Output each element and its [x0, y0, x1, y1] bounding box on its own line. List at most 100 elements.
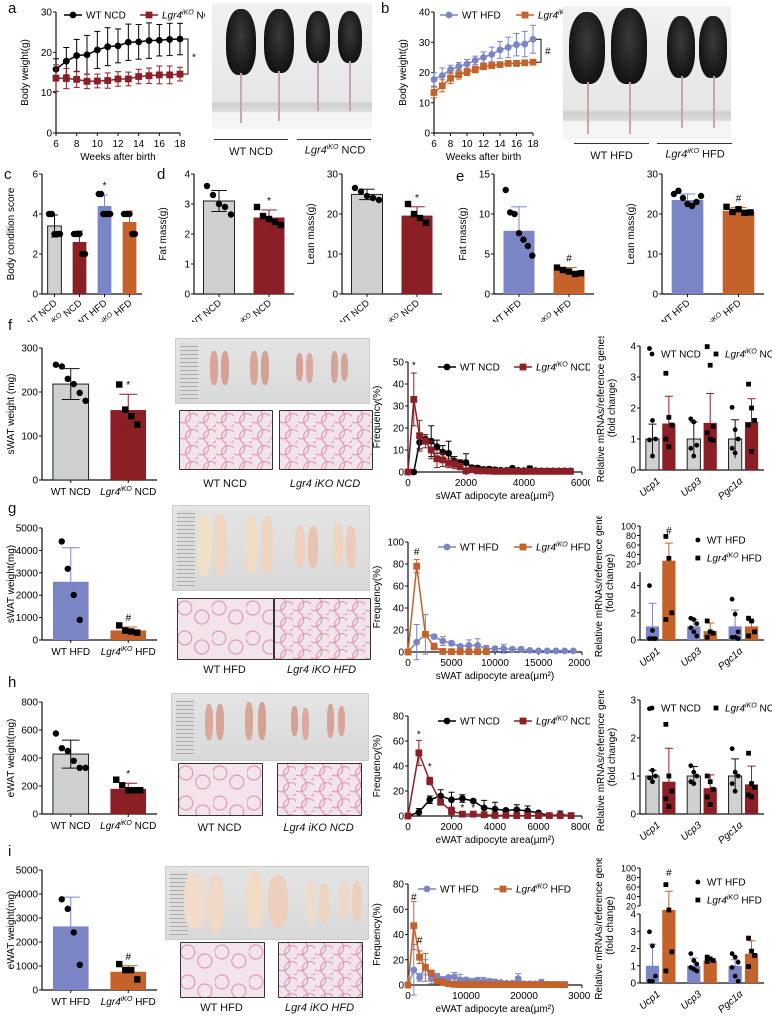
data-point	[58, 896, 65, 903]
data-point	[253, 203, 261, 211]
data-point	[735, 773, 741, 779]
mouse-ko-2	[338, 11, 362, 63]
mouse-tail	[587, 82, 589, 134]
y-tick-label: 40	[393, 380, 405, 391]
data-point	[491, 805, 499, 813]
data-point	[545, 812, 553, 820]
data-point	[732, 973, 738, 979]
y-tick-label: 2	[630, 734, 636, 745]
x-tick-label: Pgc1α	[716, 820, 745, 847]
data-point	[491, 811, 499, 819]
panel-label-b: b	[381, 0, 390, 17]
x-tick-label: 18	[174, 139, 186, 150]
data-point	[447, 66, 454, 73]
data-point	[116, 381, 123, 388]
data-point	[215, 200, 223, 208]
data-point	[128, 966, 135, 974]
data-point	[471, 66, 479, 73]
x-tick-label: Pgc1α	[716, 646, 745, 673]
y-tick-label: 0	[32, 810, 38, 821]
y-tick-label: 60	[626, 541, 636, 551]
mouse-wt-1	[569, 12, 605, 84]
data-point	[710, 630, 716, 636]
x-tick-label: Ucp3	[679, 989, 704, 1013]
histology-ewat-wt-ncd	[178, 763, 263, 816]
y-tick-label: 3000	[16, 568, 39, 579]
x-tick-label: Ucp1	[638, 820, 663, 843]
data-point	[357, 188, 365, 195]
significance-mark: #	[545, 47, 551, 58]
data-point	[691, 629, 697, 635]
data-point	[456, 463, 464, 470]
data-point	[451, 973, 458, 981]
y-tick-label: 80	[393, 560, 405, 571]
data-point	[663, 534, 669, 539]
chart-e-lean-mass: 0 10 20 30 Lean mass(g) WT HFD # Lgr4iKO HFD	[626, 170, 764, 322]
y-tick-label: 1	[184, 260, 190, 271]
data-point	[650, 978, 655, 984]
x-tick-label: 0	[405, 991, 411, 1002]
data-point	[567, 812, 575, 820]
x-tick-label: 20000	[510, 991, 538, 1002]
x-tick-label: WT NCD	[336, 298, 372, 322]
fat-pad	[213, 514, 227, 576]
data-point	[76, 616, 83, 624]
legend-marker	[713, 705, 719, 711]
data-point	[663, 968, 669, 974]
data-point	[58, 538, 65, 545]
significance-mark: #	[566, 254, 572, 265]
data-point	[104, 43, 112, 51]
y-tick-label: 10	[393, 446, 405, 457]
caption-b-wt: WT HFD	[574, 150, 649, 162]
data-point	[691, 617, 697, 622]
legend-marker	[521, 11, 529, 19]
y-axis-label: Relative mRNAs/reference genes	[594, 516, 605, 657]
x-tick-label: Lgr4iKO HFD	[101, 646, 156, 658]
data-point	[81, 250, 89, 258]
data-point	[663, 796, 669, 802]
data-point	[704, 634, 710, 640]
gene-superscript: iKO	[326, 144, 339, 151]
data-point	[666, 907, 672, 913]
series-line-1	[407, 399, 571, 473]
y-axis-label: Fat mass(g)	[158, 207, 169, 260]
data-point	[697, 192, 705, 200]
y-tick-label: 60	[393, 582, 405, 593]
data-point	[496, 61, 504, 69]
data-point	[277, 221, 285, 229]
data-point	[439, 648, 447, 655]
histology-ewat-ko-hfd	[278, 942, 363, 998]
y-tick-label: 40	[419, 8, 431, 19]
x-tick-label: Lgr4iKO NCD	[225, 297, 274, 322]
data-point	[415, 749, 423, 757]
data-point	[526, 981, 534, 989]
data-point	[445, 459, 452, 467]
x-tick-label: 6	[431, 139, 437, 150]
data-point	[482, 648, 490, 656]
gene-superscript: iKO	[687, 148, 700, 155]
significance-mark: #	[666, 868, 672, 879]
data-point	[688, 951, 694, 957]
data-point	[752, 418, 757, 423]
chart-g-swat-weight: 0 1000 2000 3000 4000 5000 sWAT weight(mg) WT H…	[6, 524, 157, 658]
data-point	[265, 215, 273, 223]
y-tick-label: 4	[32, 210, 38, 221]
data-point	[135, 73, 143, 80]
data-point	[704, 959, 710, 964]
data-point	[119, 782, 126, 789]
x-tick-label: 10	[461, 139, 473, 150]
mouse-tail	[681, 76, 683, 128]
data-point	[543, 467, 551, 475]
data-point	[710, 958, 716, 963]
significance-bracket	[536, 38, 542, 63]
legend-label: WT NCD	[460, 363, 500, 374]
x-tick-label: 10	[92, 139, 104, 150]
data-point	[549, 467, 557, 475]
legend-marker	[649, 705, 655, 711]
photo-swat-hfd	[172, 505, 370, 591]
fat-pad	[306, 881, 316, 923]
y-tick-label: 1	[630, 961, 636, 972]
y-tick-label: 50	[393, 358, 405, 369]
data-point	[430, 76, 438, 83]
